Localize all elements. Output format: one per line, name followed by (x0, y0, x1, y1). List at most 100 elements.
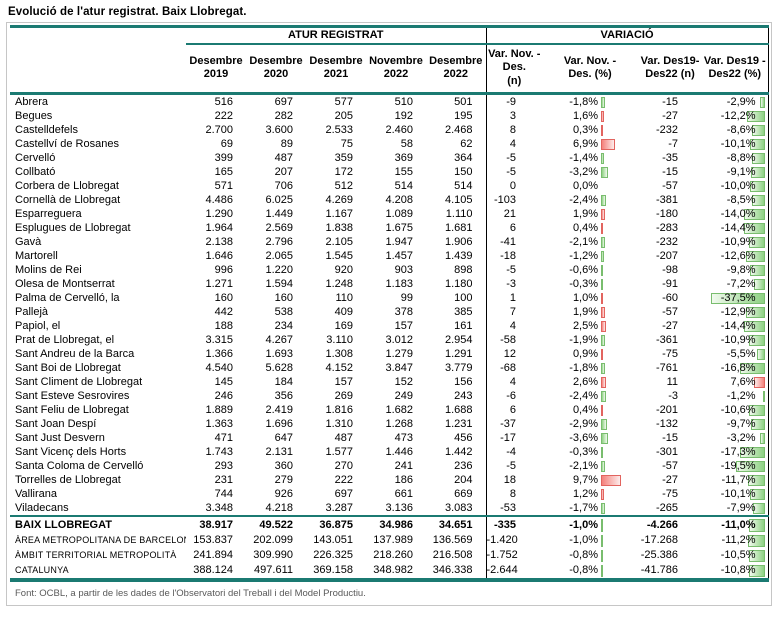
cell-value: -8,6% (726, 124, 756, 136)
cell-value: 3.600 (265, 124, 293, 136)
cell-var-n: -58 (485, 333, 543, 347)
cell-value: 3.136 (385, 502, 413, 514)
row-label: Sant Joan Despí (15, 418, 97, 430)
cell-value: 5.628 (265, 362, 293, 374)
cell-var-n: -41.786 (638, 563, 703, 582)
cell-value: -10,5% (720, 549, 756, 561)
cell-value: 186 (394, 474, 413, 486)
data-bar-green (756, 348, 765, 360)
cell-value: -1,2% (726, 390, 756, 402)
cell-var-pct: -8,6% (702, 123, 769, 137)
cell-value: 243 (454, 390, 473, 402)
cell-var-pct: -1,9% (542, 333, 638, 347)
data-bar-red (601, 138, 616, 150)
data-bar-green (753, 502, 765, 514)
cell-var-n: 8 (485, 487, 543, 501)
cell-value: 385 (454, 306, 473, 318)
data-bar-green (744, 208, 765, 220)
cell-var-pct: 0,3% (542, 123, 638, 137)
data-bar-green (601, 96, 605, 108)
cell-value: 0,4% (572, 404, 599, 416)
cell-value: 3.779 (444, 362, 473, 374)
source-note: Font: OCBL, a partir de les dades de l'O… (15, 588, 366, 599)
cell-var-pct: -1,8% (542, 361, 638, 375)
cell-value: -3,2% (726, 432, 756, 444)
cell-value: 1.594 (265, 278, 293, 290)
cell-value: -11,2% (721, 534, 756, 546)
table-row: Castelldefels 2.700 3.600 2.533 2.460 2.468 8 0… (10, 123, 769, 137)
cell-var-n: -41 (485, 235, 543, 249)
cell-value: 309.990 (253, 549, 293, 561)
cell-value: -12,6% (720, 250, 756, 262)
cell-value: 204 (454, 474, 473, 486)
cell-value: 2,6% (572, 376, 599, 388)
cell-value: 514 (394, 180, 413, 192)
cell-value: 898 (454, 264, 473, 276)
cell-var-n: -60 (662, 292, 679, 304)
data-bar-green (601, 564, 604, 576)
cell-value: 926 (274, 488, 293, 500)
data-bar-green (601, 432, 609, 444)
cell-var-n: -1.752 (485, 548, 543, 563)
group-header-row: ATUR REGISTRAT VARIACIÓ (10, 25, 769, 45)
cell-var-pct: -10,1% (702, 137, 769, 151)
cell-var-n: -27 (662, 320, 679, 332)
table-row: Viladecans 3.348 4.218 3.287 3.136 3.083 -53 -1… (10, 501, 769, 516)
cell-value: 7,6% (730, 376, 756, 388)
cell-value: -3,6% (569, 432, 599, 444)
row-label: Sant Vicenç dels Horts (15, 446, 127, 458)
cell-var-n: -6 (485, 389, 543, 403)
data-bar-green (750, 264, 765, 276)
data-bar-green (601, 278, 604, 290)
cell-var-pct: -0,3% (542, 277, 638, 291)
cell-var-pct: 0,4% (542, 403, 638, 417)
cell-value: 1.089 (385, 208, 413, 220)
cell-var-pct: -19,5% (702, 459, 769, 473)
data-bar-green (601, 418, 608, 430)
cell-var-pct: -2,1% (542, 235, 638, 249)
cell-var-pct: -2,1% (542, 459, 638, 473)
cell-var-n: -17.268 (640, 534, 679, 546)
cell-value: 157 (394, 320, 413, 332)
data-bar-green (762, 390, 765, 402)
data-bar-green (601, 502, 605, 514)
data-bar-green (748, 236, 765, 248)
table-row: Sant Esteve Sesrovires 246 356 269 249 243 -6 -… (10, 389, 769, 403)
data-bar-red (601, 124, 604, 136)
data-bar-green (601, 534, 604, 547)
cell-value: -37,5% (720, 292, 756, 304)
cell-var-pct: 2,5% (542, 319, 638, 333)
data-bar-green (736, 460, 765, 472)
cell-var-pct: -7,2% (702, 277, 769, 291)
cell-var-pct: -8,5% (702, 193, 769, 207)
cell-var-pct: -1,8% (542, 94, 638, 110)
data-bar-green (601, 166, 608, 178)
cell-value: 4.218 (265, 502, 293, 514)
table-row: Abrera 516 697 577 510 501 -9 -1,8% -15 -2,9% (10, 93, 769, 110)
cell-value: 0,4% (572, 222, 599, 234)
cell-var-n: 8 (485, 123, 543, 137)
cell-value: 487 (274, 152, 293, 164)
cell-var-n: -15 (662, 166, 679, 178)
cell-value: 241 (394, 460, 413, 472)
row-label: Sant Climent de Llobregat (15, 376, 143, 388)
cell-value: 136.569 (432, 534, 473, 546)
cell-value: 1.947 (385, 236, 413, 248)
cell-value: 697 (274, 96, 293, 108)
cell-var-pct: -8,8% (702, 151, 769, 165)
cell-var-pct: -2,9% (702, 93, 769, 109)
data-bar-green (601, 194, 606, 206)
cell-var-n: -75 (662, 488, 679, 500)
cell-var-n: -35 (662, 152, 679, 164)
cell-var-pct: -10,0% (702, 179, 769, 193)
cell-value: 160 (274, 292, 293, 304)
cell-value: 1.110 (445, 208, 473, 220)
page-title: Evolució de l'atur registrat. Baix Llobr… (8, 6, 247, 18)
cell-value: -14,0% (720, 208, 756, 220)
cell-var-pct: -1,2% (542, 249, 638, 263)
cell-value: 195 (454, 110, 473, 122)
cell-var-n: -57 (662, 460, 679, 472)
cell-var-n: 6 (485, 403, 543, 417)
cell-value: 36.875 (306, 515, 366, 533)
cell-value: 1.310 (325, 418, 353, 430)
